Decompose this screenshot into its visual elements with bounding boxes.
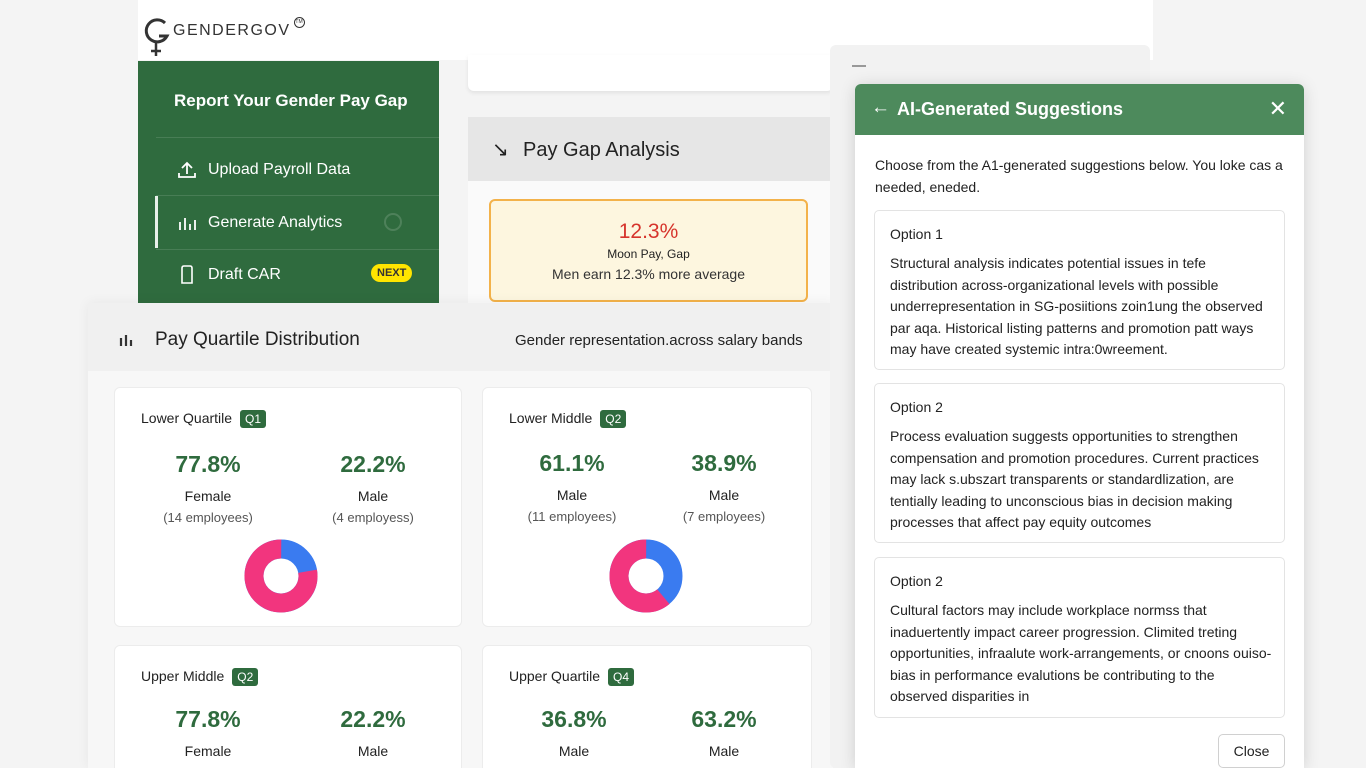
quartile-badge: Q2: [600, 410, 627, 428]
pay-gap-value: 12.3%: [618, 220, 679, 243]
female-stat: 77.8% Female: [175, 706, 241, 759]
upload-icon: [176, 161, 198, 179]
modal-intro: Choose from the A1-generated suggestions…: [875, 157, 1283, 195]
divider: [156, 195, 439, 196]
modal-title: AI-Generated Suggestions: [897, 99, 1124, 119]
quartile-name: Upper Quartile Q4: [509, 668, 635, 686]
section-title: Pay Gap Analysis: [523, 139, 680, 161]
option-text: Cultural factors may include workplace n…: [890, 602, 1272, 704]
male-stat: 22.2% Male (4 employess): [332, 451, 414, 525]
quartile-name: Upper Middle Q2: [141, 668, 259, 686]
close-icon[interactable]: ✕: [1268, 96, 1287, 121]
quartile-badge: Q1: [240, 410, 267, 428]
ai-suggestions-modal: ← AI-Generated Suggestions ✕ Choose from…: [855, 84, 1304, 768]
male-stat: 22.2% Male: [340, 706, 406, 759]
pay-gap-description: Men earn 12.3% more average: [552, 266, 745, 282]
next-badge: NEXT: [371, 264, 413, 282]
active-indicator: [155, 196, 158, 248]
option-name: Option 2: [890, 399, 943, 415]
pay-gap-card: 12.3% Moon Pay, Gap Men earn 12.3% more …: [489, 199, 808, 302]
sidebar-title: Report Your Gender Pay Gap: [174, 91, 408, 110]
back-arrow-icon[interactable]: ←: [871, 97, 890, 118]
sidebar-item-label: Upload Payroll Data: [208, 161, 351, 178]
option-text: Process evaluation suggests opportunitie…: [890, 428, 1259, 530]
option-name: Option 1: [890, 226, 943, 242]
quartile-badge: Q2: [232, 668, 259, 686]
sidebar-item-upload-payroll[interactable]: Upload Payroll Data: [176, 155, 350, 185]
sidebar-item-draft-car[interactable]: Draft CAR: [176, 260, 281, 290]
sidebar-item-label: Generate Analytics: [208, 214, 343, 231]
male-stat: 38.9% Male (7 employees): [682, 450, 766, 524]
document-icon: [176, 265, 198, 285]
quartile-donut-chart: [609, 539, 683, 613]
minimize-icon[interactable]: [852, 65, 866, 67]
quartile-subtitle: Gender representation.across salary band…: [515, 332, 803, 349]
donut-female-segment: [609, 539, 683, 613]
quartile-name: Lower Middle Q2: [509, 410, 627, 428]
pay-quartile-panel: Pay Quartile Distribution Gender represe…: [88, 303, 833, 768]
quartile-card-upper-middle: Upper Middle Q2 77.8% Female 22.2% Male: [114, 645, 462, 768]
divider: [156, 249, 439, 250]
trend-down-icon: ↘: [492, 139, 509, 161]
sidebar-item-label: Draft CAR: [208, 266, 281, 283]
male-stat: 36.8% Male: [541, 706, 607, 759]
quartile-card-lower: Lower Quartile Q1 77.8% Female (14 employ…: [114, 387, 462, 627]
suggestion-option-3[interactable]: Option 2 Cultural factors may include wo…: [874, 557, 1285, 718]
suggestion-option-1[interactable]: Option 1 Structural analysis indicates p…: [874, 210, 1285, 370]
close-button[interactable]: Close: [1218, 734, 1285, 768]
quartile-card-upper: Upper Quartile Q4 36.8% Male 63.2% Male: [482, 645, 812, 768]
quartile-badge: Q4: [608, 668, 635, 686]
suggestion-option-2[interactable]: Option 2 Process evaluation suggests opp…: [874, 383, 1285, 543]
quartile-card-lower-middle: Lower Middle Q2 61.1% Male (11 employees)…: [482, 387, 812, 627]
quartile-name: Lower Quartile Q1: [141, 410, 267, 428]
loading-icon: [384, 213, 402, 231]
bar-chart-icon: [118, 333, 134, 352]
quartile-title: Pay Quartile Distribution: [155, 329, 360, 350]
divider: [156, 137, 439, 138]
sidebar: Report Your Gender Pay Gap Upload Payrol…: [138, 61, 439, 303]
quartile-header: Pay Quartile Distribution Gender represe…: [88, 303, 833, 371]
pay-gap-label: Moon Pay, Gap: [607, 247, 690, 261]
summary-card: [468, 55, 833, 91]
analytics-icon: [176, 214, 198, 232]
trademark-mark: TM: [293, 16, 305, 28]
option-text: Structural analysis indicates potential …: [890, 255, 1263, 357]
brand-name: GENDERGOV: [173, 22, 291, 39]
gendergov-logo-icon: [143, 14, 173, 56]
sidebar-item-generate-analytics[interactable]: Generate Analytics: [176, 208, 342, 238]
male-stat: 63.2% Male: [691, 706, 757, 759]
option-name: Option 2: [890, 573, 943, 589]
female-stat: 77.8% Female (14 employees): [163, 451, 253, 525]
pay-gap-analysis-header: ↘ Pay Gap Analysis: [468, 117, 833, 181]
male-stat: 61.1% Male (11 employees): [527, 450, 617, 524]
brand-logo[interactable]: GENDERGOV TM: [143, 12, 305, 56]
modal-header: ← AI-Generated Suggestions ✕: [855, 84, 1304, 135]
quartile-donut-chart: [244, 539, 318, 613]
